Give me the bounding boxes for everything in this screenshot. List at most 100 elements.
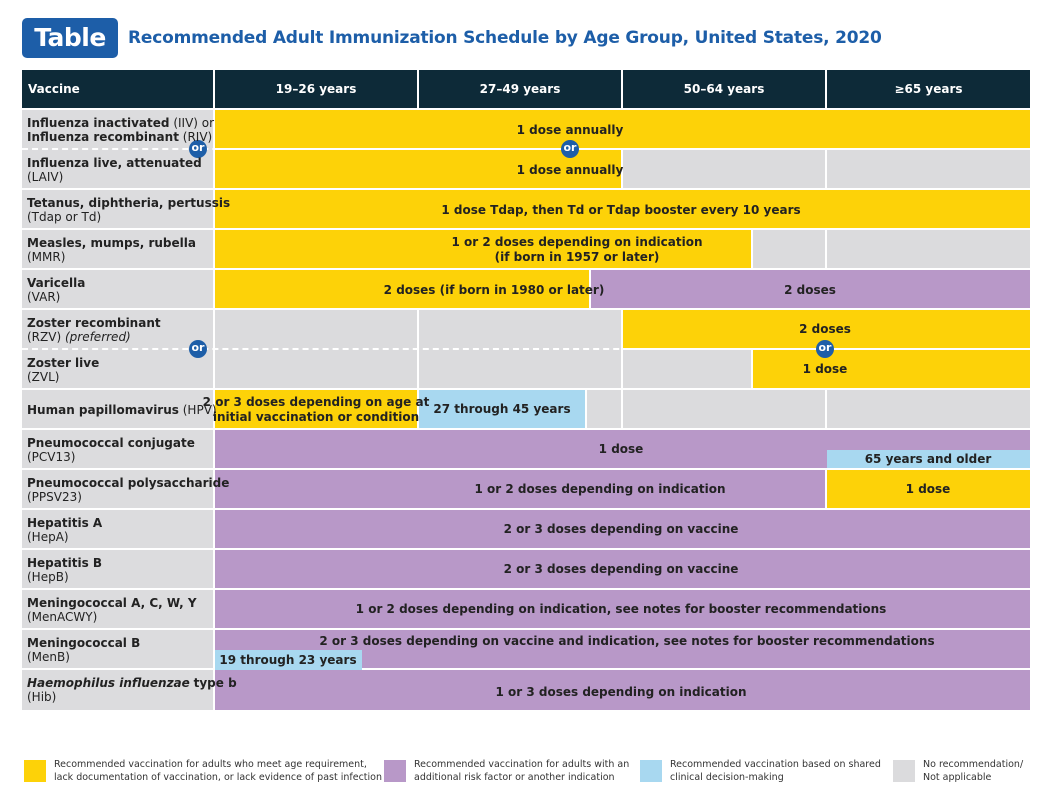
label-part: Haemophilus influenzae xyxy=(27,676,190,690)
label-part: Influenza live, attenuated xyxy=(27,156,202,170)
schedule-bar xyxy=(215,470,825,508)
vaccine-label: Haemophilus influenzae type b xyxy=(27,676,237,690)
schedule-bar xyxy=(215,390,417,428)
dose-text: 2 or 3 doses depending on vaccine xyxy=(503,562,739,576)
header-cell xyxy=(827,70,1030,108)
column-header: 27–49 years xyxy=(479,82,561,96)
vaccine-label: (ZVL) xyxy=(27,370,59,384)
label-part: (ZVL) xyxy=(27,370,60,384)
vaccine-label: (RZV) (preferred) xyxy=(27,330,131,344)
or-badge: or xyxy=(189,140,207,158)
schedule-bar xyxy=(215,550,1030,588)
vaccine-label: Tetanus, diphtheria, pertussis xyxy=(27,196,230,210)
vaccine-label: (MenB) xyxy=(27,650,70,664)
legend-text: Recommended vaccination based on shared xyxy=(670,759,881,770)
vaccine-label: (Tdap or Td) xyxy=(27,210,101,224)
legend-text: additional risk factor or another indica… xyxy=(414,772,615,783)
vaccine-cell xyxy=(22,430,213,468)
column-header: ≥65 years xyxy=(894,82,963,96)
dose-text: 2 or 3 doses depending on vaccine and in… xyxy=(319,634,935,648)
legend-swatch xyxy=(640,760,662,782)
label-part: Zoster recombinant xyxy=(27,316,161,330)
vaccine-label: (MenACWY) xyxy=(27,610,97,624)
label-part: Pneumococcal polysaccharide xyxy=(27,476,230,490)
vaccine-label: Influenza inactivated (IIV) or xyxy=(27,116,214,130)
table-title: Recommended Adult Immunization Schedule … xyxy=(128,28,882,48)
dose-text: 1 dose annually xyxy=(516,123,624,137)
schedule-bar xyxy=(215,150,621,188)
label-part: (Tdap or Td) xyxy=(27,210,102,224)
label-part: Pneumococcal conjugate xyxy=(27,436,195,450)
vaccine-label: Human papillomavirus (HPV) xyxy=(27,403,217,417)
vaccine-cell xyxy=(22,670,213,710)
column-header: 50–64 years xyxy=(683,82,765,96)
dose-text: 65 years and older xyxy=(864,452,992,466)
vaccine-cell xyxy=(22,230,213,268)
label-part: type b xyxy=(193,676,237,690)
label-part: (VAR) xyxy=(27,290,61,304)
label-part: (MenB) xyxy=(27,650,70,664)
vaccine-label: Meningococcal A, C, W, Y xyxy=(27,596,197,610)
label-part: Influenza recombinant xyxy=(27,130,179,144)
vaccine-label: (PPSV23) xyxy=(27,490,82,504)
vaccine-label: (VAR) xyxy=(27,290,60,304)
vaccine-label: (HepA) xyxy=(27,530,69,544)
header-cell xyxy=(215,70,417,108)
vaccine-label: Measles, mumps, rubella xyxy=(27,236,196,250)
vaccine-label: Influenza recombinant (RIV) xyxy=(27,130,212,144)
dose-text: 2 or 3 doses depending on age at xyxy=(202,395,430,409)
label-part: (preferred) xyxy=(64,330,131,344)
vaccine-label: (Hib) xyxy=(27,690,56,704)
divider xyxy=(22,348,1030,350)
vaccine-label: Zoster recombinant xyxy=(27,316,161,330)
dose-text: 2 or 3 doses depending on vaccine xyxy=(503,522,739,536)
dose-text: 2 doses xyxy=(799,322,851,336)
header-cell xyxy=(22,70,213,108)
vaccine-label: Zoster live xyxy=(27,356,99,370)
column-header: Vaccine xyxy=(28,82,80,96)
dose-text: 1 dose xyxy=(905,482,951,496)
dose-text: 2 doses xyxy=(784,283,836,297)
vaccine-label: Pneumococcal conjugate xyxy=(27,436,195,450)
legend-text: lack documentation of vaccination, or la… xyxy=(54,772,382,783)
schedule-bar xyxy=(215,670,1030,710)
schedule-bar xyxy=(215,270,589,308)
label-part: (RZV) xyxy=(27,330,62,344)
vaccine-cell xyxy=(22,630,213,668)
label-part: (PCV13) xyxy=(27,450,76,464)
or-badge: or xyxy=(189,340,207,358)
schedule-bar xyxy=(753,230,825,268)
vaccine-cell xyxy=(22,470,213,508)
dose-text: 19 through 23 years xyxy=(219,653,357,667)
label-part: Zoster live xyxy=(27,356,100,370)
vaccine-label: Meningococcal B xyxy=(27,636,140,650)
vaccine-label: (MMR) xyxy=(27,250,65,264)
legend-swatch xyxy=(893,760,915,782)
vaccine-cell xyxy=(22,190,213,228)
schedule-bar xyxy=(827,450,1030,468)
legend-text: No recommendation/ xyxy=(923,759,1024,770)
label-part: Meningococcal A, C, W, Y xyxy=(27,596,197,610)
label-part: (HepB) xyxy=(27,570,69,584)
dose-text: 27 through 45 years xyxy=(433,402,571,416)
label-part: Tetanus, diphtheria, pertussis xyxy=(27,196,231,210)
schedule-bar xyxy=(623,350,751,388)
label-part: (HPV) xyxy=(182,403,217,417)
schedule-bar xyxy=(623,390,825,428)
legend-text: Recommended vaccination for adults with … xyxy=(414,759,630,770)
vaccine-label: Varicella xyxy=(27,276,85,290)
legend-swatch xyxy=(24,760,46,782)
dose-text: 1 dose Tdap, then Td or Tdap booster eve… xyxy=(441,203,801,217)
schedule-bar xyxy=(827,150,1030,188)
header-cell xyxy=(419,70,621,108)
label-part: (PPSV23) xyxy=(27,490,82,504)
label-part: (MMR) xyxy=(27,250,66,264)
label-part: Human papillomavirus xyxy=(27,403,179,417)
label-part: Hepatitis A xyxy=(27,516,103,530)
dose-text: 1 or 2 doses depending on indication xyxy=(474,482,726,496)
vaccine-label: Hepatitis A xyxy=(27,516,102,530)
vaccine-label: Pneumococcal polysaccharide xyxy=(27,476,229,490)
schedule-bar xyxy=(419,390,585,428)
vaccine-cell xyxy=(22,390,213,428)
